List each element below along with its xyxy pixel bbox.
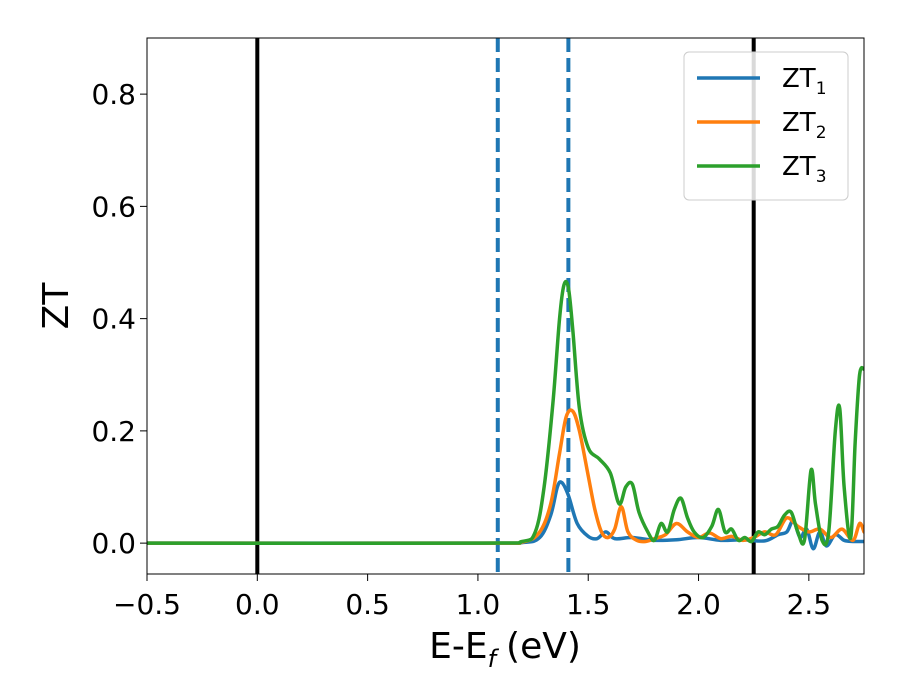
y-tick-label: 0.6 [91, 190, 136, 223]
x-tick-label: 0.0 [235, 588, 280, 621]
y-axis: 0.0 0.2 0.4 0.6 0.8 [91, 78, 147, 560]
x-tick-label: −0.5 [113, 588, 181, 621]
x-tick-label: 1.5 [566, 588, 611, 621]
x-tick-label: 0.5 [345, 588, 390, 621]
legend-label-zt1: ZT1 [782, 64, 827, 99]
legend-label-zt3: ZT3 [782, 152, 827, 187]
series-lines [147, 279, 864, 551]
y-axis-label: ZT [36, 282, 77, 330]
x-tick-label: 2.0 [676, 588, 721, 621]
x-axis-label: E-Ef (eV) [429, 626, 581, 673]
series-line-zt1 [147, 480, 864, 551]
y-tick-label: 0.8 [91, 78, 136, 111]
x-axis: −0.5 0.0 0.5 1.0 1.5 2.0 2.5 [113, 574, 831, 621]
y-tick-label: 0.0 [91, 527, 136, 560]
y-tick-label: 0.2 [91, 415, 136, 448]
legend-frame [683, 51, 849, 201]
plot-frame [146, 37, 865, 575]
y-tick-label: 0.4 [91, 303, 136, 336]
x-tick-label: 2.5 [787, 588, 832, 621]
series-line-zt3 [147, 279, 864, 547]
x-tick-label: 1.0 [456, 588, 501, 621]
legend-label-zt2: ZT2 [782, 108, 827, 143]
legend: ZT1 ZT2 ZT3 [683, 51, 849, 201]
